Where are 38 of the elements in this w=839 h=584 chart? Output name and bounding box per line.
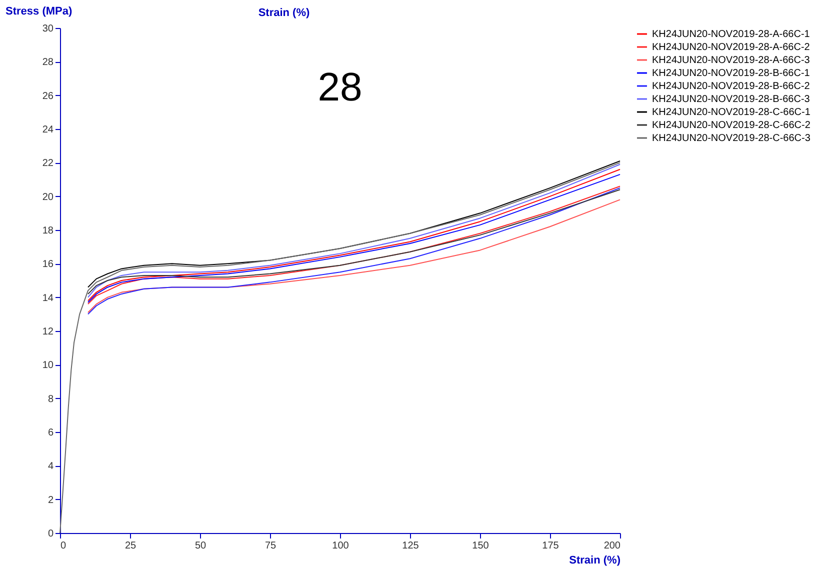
y-tick-label: 26 <box>42 90 54 102</box>
legend-label: KH24JUN20-NOV2019-28-A-66C-1 <box>652 29 810 40</box>
x-tick-label: 200 <box>604 540 621 552</box>
legend-label: KH24JUN20-NOV2019-28-C-66C-1 <box>652 107 811 118</box>
y-tick-label: 18 <box>42 226 54 236</box>
x-tick-label: 75 <box>264 540 276 552</box>
legend-label: KH24JUN20-NOV2019-28-A-66C-3 <box>652 55 810 66</box>
y-tick-label: 0 <box>48 528 54 540</box>
legend-label: KH24JUN20-NOV2019-28-A-66C-2 <box>652 42 810 53</box>
x-tick-label: 125 <box>402 540 420 552</box>
legend-label: KH24JUN20-NOV2019-28-B-66C-3 <box>652 94 810 105</box>
x-tick-label: 25 <box>124 540 136 552</box>
y-tick-label: 14 <box>42 292 54 304</box>
y-tick-label: 22 <box>42 158 54 170</box>
y-tick-label: 24 <box>42 124 54 136</box>
legend-label: KH24JUN20-NOV2019-28-C-66C-3 <box>652 133 811 144</box>
x-tick-label: 50 <box>194 540 206 552</box>
legend-label: KH24JUN20-NOV2019-28-B-66C-2 <box>652 81 810 92</box>
y-tick-label: 2 <box>48 494 54 506</box>
y-tick-label: 10 <box>42 360 54 372</box>
y-tick-label: 4 <box>48 461 54 472</box>
legend-label: KH24JUN20-NOV2019-28-C-66C-2 <box>652 120 811 131</box>
x-tick-label: 100 <box>332 540 350 552</box>
x-tick-label: 175 <box>542 540 560 552</box>
y-tick-label: 6 <box>48 428 54 438</box>
annotation: 28 <box>318 66 362 110</box>
x-tick-label: 0 <box>60 540 66 552</box>
y-tick-label: 20 <box>42 192 54 203</box>
x-axis-title: Strain (%) <box>569 554 621 566</box>
x-tick-label: 150 <box>472 540 490 552</box>
text: Strain (%) <box>258 6 310 19</box>
y-axis-title: Stress (MPa) <box>6 6 72 18</box>
y-tick-label: 16 <box>42 259 54 270</box>
y-tick-label: 8 <box>48 394 54 405</box>
y-tick-label: 12 <box>42 326 54 338</box>
legend-label: KH24JUN20-NOV2019-28-B-66C-1 <box>652 68 810 79</box>
y-tick-label: 30 <box>42 24 54 34</box>
y-tick-label: 28 <box>42 57 54 68</box>
